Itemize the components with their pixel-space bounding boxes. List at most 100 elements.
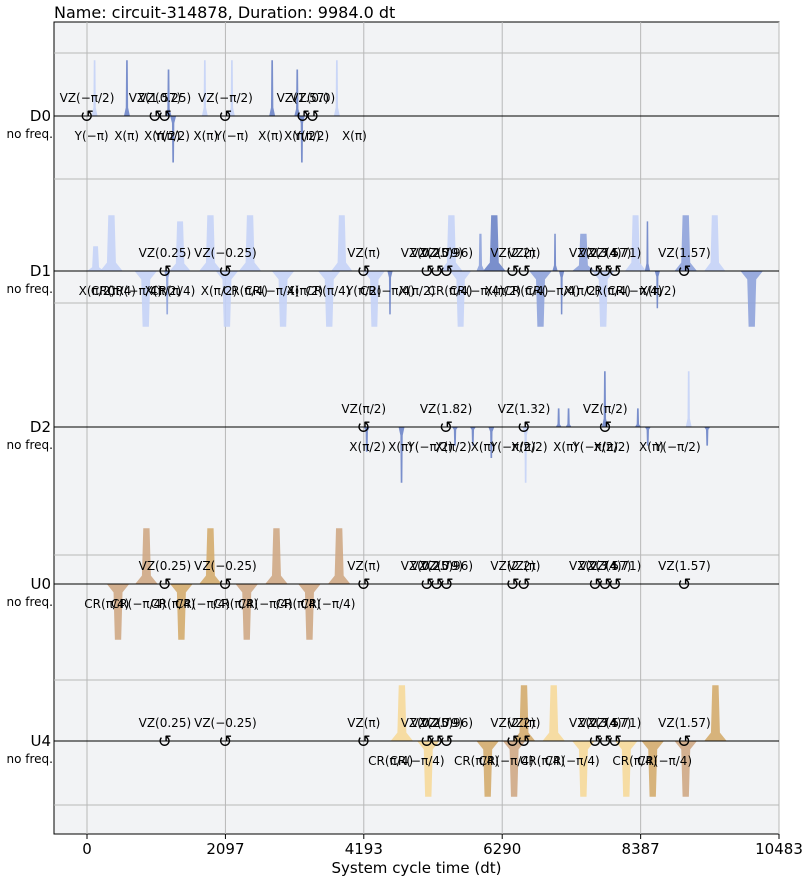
pulse-shape bbox=[294, 69, 301, 116]
gate-label: X(π/2) bbox=[511, 440, 548, 454]
gate-label: Y(−π) bbox=[214, 129, 249, 143]
frame-change-icon: ↺ bbox=[158, 732, 172, 752]
gate-label: X(π/2) bbox=[349, 440, 386, 454]
pulse-shape bbox=[327, 528, 351, 584]
frame-change-icon: ↺ bbox=[296, 107, 310, 127]
gate-label: Y(−π/2) bbox=[654, 440, 701, 454]
gate-label: CR(π/4) bbox=[91, 284, 136, 298]
channel-freq: no freq. bbox=[7, 438, 53, 452]
vz-label: VZ(π) bbox=[347, 246, 380, 260]
gate-label: CR(π/4) bbox=[503, 284, 548, 298]
pulse-shape bbox=[572, 741, 595, 797]
gate-label: Y(−π/2) bbox=[489, 440, 536, 454]
vz-label: VZ(π) bbox=[507, 246, 540, 260]
pulse-shape bbox=[558, 271, 565, 315]
vz-label: VZ(4.71) bbox=[589, 559, 642, 573]
vz-label: VZ(2.79) bbox=[411, 559, 464, 573]
gate-label: X(π/2) bbox=[399, 284, 436, 298]
gate-label: X(π/2) bbox=[640, 284, 677, 298]
gate-label: Y(−π/2) bbox=[406, 440, 453, 454]
vz-label: VZ(0.25) bbox=[401, 716, 454, 730]
pulse-shape bbox=[674, 741, 697, 797]
pulse-shape bbox=[135, 528, 158, 584]
gate-label: Y(−π/2) bbox=[571, 440, 618, 454]
pulse-shape bbox=[644, 427, 651, 446]
pulse-shape bbox=[572, 233, 595, 271]
pulse-shape bbox=[169, 221, 191, 271]
gate-label: X(π) bbox=[114, 129, 139, 143]
channel-name: U4 bbox=[30, 732, 51, 750]
gate-label: CR(−π/4) bbox=[479, 754, 534, 768]
channel-name: D1 bbox=[30, 262, 51, 280]
vz-label: VZ(3.57) bbox=[579, 246, 632, 260]
pulse-shape bbox=[591, 271, 615, 327]
gate-label: CR(π/4) bbox=[223, 284, 268, 298]
pulse-shape bbox=[565, 408, 572, 427]
pulse-shapes bbox=[87, 60, 763, 797]
x-axis: 0 2097 4193 6290 8387 10483 System cycle time … bbox=[82, 834, 803, 877]
vz-label: VZ(1.57) bbox=[129, 91, 182, 105]
pulse-shape bbox=[165, 69, 172, 116]
pulse-shape bbox=[134, 271, 157, 327]
pulse-shape bbox=[450, 271, 472, 327]
gate-label: CR(π/4) bbox=[305, 284, 350, 298]
gate-label: CR(−π/4) bbox=[300, 597, 355, 611]
gate-label: CR(−π/4) bbox=[360, 284, 415, 298]
vz-label: VZ(0.25) bbox=[401, 246, 454, 260]
frame-change-icon: ↺ bbox=[517, 418, 531, 438]
pulse-shape bbox=[228, 60, 235, 116]
frame-change-icon: ↺ bbox=[440, 575, 454, 595]
gate-label: X(π/2) bbox=[594, 440, 631, 454]
vz-label: VZ(π/2) bbox=[583, 402, 628, 416]
x-tick-label: 0 bbox=[82, 840, 92, 858]
gate-label: X(π/2) bbox=[201, 284, 238, 298]
pulse-shape bbox=[100, 215, 123, 271]
channel-name: D2 bbox=[30, 418, 51, 436]
pulse-shape bbox=[215, 271, 239, 327]
vz-label: VZ(4.71) bbox=[589, 716, 642, 730]
frame-change-icon: ↺ bbox=[357, 262, 371, 282]
frame-change-icon: ↺ bbox=[608, 732, 622, 752]
frame-change-icon: ↺ bbox=[420, 575, 434, 595]
pulse-shape bbox=[522, 427, 529, 483]
pulse-shape bbox=[704, 685, 727, 741]
channel-freq: no freq. bbox=[7, 752, 53, 766]
pulse-shape bbox=[552, 233, 558, 271]
pulse-shape bbox=[170, 584, 193, 640]
gate-label: CR(π/4) bbox=[586, 284, 631, 298]
x-tick-label: 8387 bbox=[622, 840, 660, 858]
pulse-shape bbox=[654, 271, 660, 309]
gate-label: X(π) bbox=[342, 129, 367, 143]
frame-change-icon: ↺ bbox=[598, 418, 612, 438]
pulse-shape bbox=[634, 408, 641, 427]
vz-label: VZ(3.57) bbox=[579, 716, 632, 730]
pulse-shape bbox=[476, 741, 499, 797]
pulse-shape bbox=[201, 60, 208, 116]
frame-change-icon: ↺ bbox=[588, 732, 602, 752]
pulse-shape bbox=[476, 233, 485, 271]
vz-label: VZ(2.2) bbox=[490, 559, 535, 573]
frame-change-icon: ↺ bbox=[598, 732, 612, 752]
pulse-shape bbox=[387, 271, 393, 315]
x-axis-label: System cycle time (dt) bbox=[331, 859, 501, 877]
pulse-shape bbox=[488, 427, 495, 458]
channel-name: U0 bbox=[30, 575, 51, 593]
frame-change-icon: ↺ bbox=[677, 732, 691, 752]
vz-label: VZ(1.82) bbox=[420, 402, 473, 416]
plot-area bbox=[53, 21, 780, 835]
vz-label: VZ(π) bbox=[507, 559, 540, 573]
pulse-shape bbox=[483, 215, 506, 271]
chart-title: Name: circuit-314878, Duration: 9984.0 d… bbox=[54, 3, 396, 22]
vz-label: VZ(1.57) bbox=[658, 246, 711, 260]
gate-label: X(π/2) bbox=[564, 284, 601, 298]
vz-label: VZ(0.25) bbox=[139, 716, 192, 730]
gate-label: X(π) bbox=[471, 440, 496, 454]
pulse-shape bbox=[269, 60, 276, 116]
frame-change-icon: ↺ bbox=[158, 575, 172, 595]
frame-change-icon: ↺ bbox=[588, 575, 602, 595]
pulse-shape bbox=[91, 60, 98, 116]
gate-label: X(π) bbox=[639, 440, 664, 454]
vz-label: VZ(2.79) bbox=[411, 716, 464, 730]
gate-label: X(π) bbox=[258, 129, 283, 143]
frame-change-icon: ↺ bbox=[608, 262, 622, 282]
